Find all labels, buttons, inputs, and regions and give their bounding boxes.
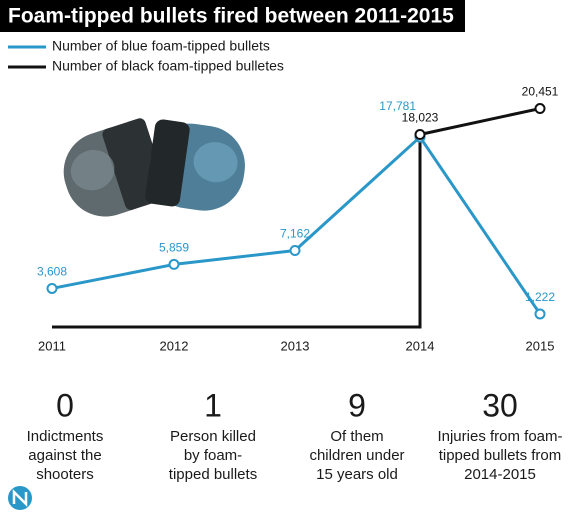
stat-label: by foam-: [184, 447, 242, 464]
line-segment: [293, 135, 422, 252]
title-background: [0, 0, 465, 32]
value-label: 18,023: [402, 111, 439, 125]
x-tick-label: 2013: [281, 338, 310, 353]
value-label: 17,781: [379, 99, 416, 113]
line-segment: [173, 249, 296, 266]
x-tick-label: 2015: [526, 338, 555, 353]
stat-label: Indictments: [27, 428, 104, 445]
data-point: [414, 128, 426, 140]
stat-number: 30: [482, 387, 518, 423]
stat-label: tipped bullets: [169, 466, 257, 483]
stat-label: tipped bullets from: [439, 447, 562, 464]
x-tick-label: 2011: [38, 338, 66, 353]
chart-title: Foam-tipped bullets fired between 2011-2…: [8, 5, 454, 28]
stat-number: 0: [56, 387, 74, 423]
stat-label: children under: [309, 447, 404, 464]
stat-label: Injuries from foam-: [437, 428, 562, 445]
x-tick-label: 2012: [160, 338, 189, 353]
data-point: [534, 308, 546, 320]
legend-label: Number of blue foam-tipped bullets: [52, 38, 270, 54]
bullets-illustration: [63, 118, 245, 217]
legend-label: Number of black foam-tipped bulletes: [52, 58, 284, 74]
x-tick-label: 2014: [406, 338, 435, 353]
line-segment: [418, 136, 542, 315]
value-label: 5,859: [159, 241, 189, 255]
data-point: [534, 103, 546, 115]
value-label: 20,451: [522, 85, 559, 99]
line-segment: [295, 134, 422, 329]
stat-label: shooters: [36, 466, 94, 483]
data-point: [289, 244, 301, 256]
value-label: 3,608: [37, 265, 67, 279]
value-label: 7,162: [280, 227, 310, 241]
stat-label: Person killed: [170, 428, 256, 445]
data-point: [168, 258, 180, 270]
value-label: 1,222: [525, 290, 555, 304]
line-segment: [51, 262, 175, 290]
logo: [8, 486, 32, 510]
line-segment: [419, 107, 541, 136]
stat-label: against the: [28, 447, 101, 464]
stat-number: 9: [348, 387, 366, 423]
stat-label: 2014-2015: [464, 466, 536, 483]
stat-label: Of them: [330, 428, 383, 445]
stat-label: 15 years old: [316, 466, 398, 483]
data-point: [46, 282, 58, 294]
stat-number: 1: [204, 387, 222, 423]
